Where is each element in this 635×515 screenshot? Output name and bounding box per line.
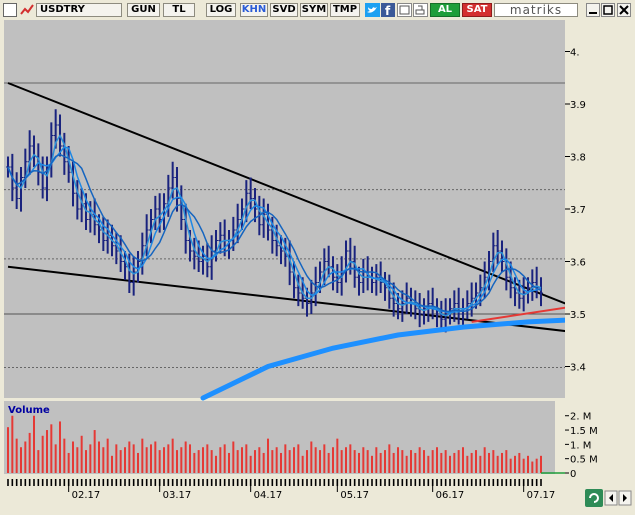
time-tick-label: 02.17 [72,490,101,501]
upper-trendline [7,82,635,333]
ma-line-5 [7,146,542,314]
symbol-field[interactable]: USDTRY [36,3,122,17]
volume-panel: Volume [4,401,565,474]
sym-button[interactable]: SYM [300,3,328,17]
tmp-button[interactable]: TMP [330,3,360,17]
time-tick-label: 03.17 [163,490,192,501]
volume-tick-label: 1. M [570,440,591,451]
twitter-icon[interactable] [365,3,380,17]
maximize-icon[interactable] [601,3,615,17]
volume-bars [7,415,565,474]
facebook-icon[interactable]: f [381,3,395,18]
ma-long-line [200,316,587,401]
buy-button[interactable]: AL [430,3,460,17]
volume-tick-label: 0.5 M [570,455,598,466]
volume-axis: 2. M 1.5 M 1. M 0.5 M 0 [565,401,635,480]
screenshot-icon[interactable] [397,3,412,17]
brand-logo: matriks [494,3,578,17]
volume-title: Volume [8,405,50,416]
price-tick-label: 3.4 [570,363,586,374]
time-tick-label: 04.17 [254,490,283,501]
time-tick-label: 05.17 [340,490,369,501]
price-tick-label: 4. [570,48,580,59]
price-panel [4,20,635,401]
ma-line-8 [7,153,542,313]
volume-tick-label: 0 [570,469,576,480]
refresh-icon-glyph [589,493,599,503]
time-tick-label: 06.17 [436,490,465,501]
log-scale-button[interactable]: LOG [206,3,236,17]
svg-text:f: f [385,4,391,17]
chart-icon[interactable] [20,3,34,17]
sell-button[interactable]: SAT [462,3,492,17]
time-axis-bg [4,476,565,486]
moving-averages [7,133,587,401]
currency-tl-button[interactable]: TL [163,3,195,17]
price-tick-label: 3.6 [570,258,586,269]
price-axis: 4. 3.9 3.8 3.7 3.6 3.5 3.4 [565,20,635,398]
price-tick-label: 3.8 [570,153,586,164]
print-icon[interactable] [413,3,428,17]
price-volume-chart[interactable]: 4. 3.9 3.8 3.7 3.6 3.5 3.4 Volume 2. M 1.5 M 1. … [0,20,635,512]
khn-button[interactable]: KHN [240,3,268,17]
price-tick-label: 3.5 [570,310,586,321]
price-axis-bg [565,20,635,398]
chart-area: 4. 3.9 3.8 3.7 3.6 3.5 3.4 Volume 2. M 1.5 M 1. … [0,20,635,512]
price-panel-bg [4,20,565,398]
volume-tick-label: 1.5 M [570,426,598,437]
window-menu-icon[interactable] [3,3,17,17]
refresh-icon[interactable] [585,489,603,507]
close-icon[interactable] [617,3,631,17]
time-axis: 02.17 03.17 04.17 05.17 06.17 07.17 [4,476,565,501]
toolbar: USDTRY GUN TL LOG KHN SVD SYM TMP f AL S… [0,0,635,21]
time-tick-label: 07.17 [527,490,556,501]
price-tick-label: 3.7 [570,205,586,216]
volume-tick-label: 2. M [570,412,591,423]
minimize-icon[interactable] [586,3,600,17]
scroll-right-arrow [623,494,627,502]
volume-axis-bg [565,401,635,474]
scroll-left-arrow [609,494,613,502]
svd-button[interactable]: SVD [270,3,298,17]
lower-trendline [7,265,635,341]
period-gun-button[interactable]: GUN [127,3,160,17]
price-tick-label: 3.9 [570,100,586,111]
